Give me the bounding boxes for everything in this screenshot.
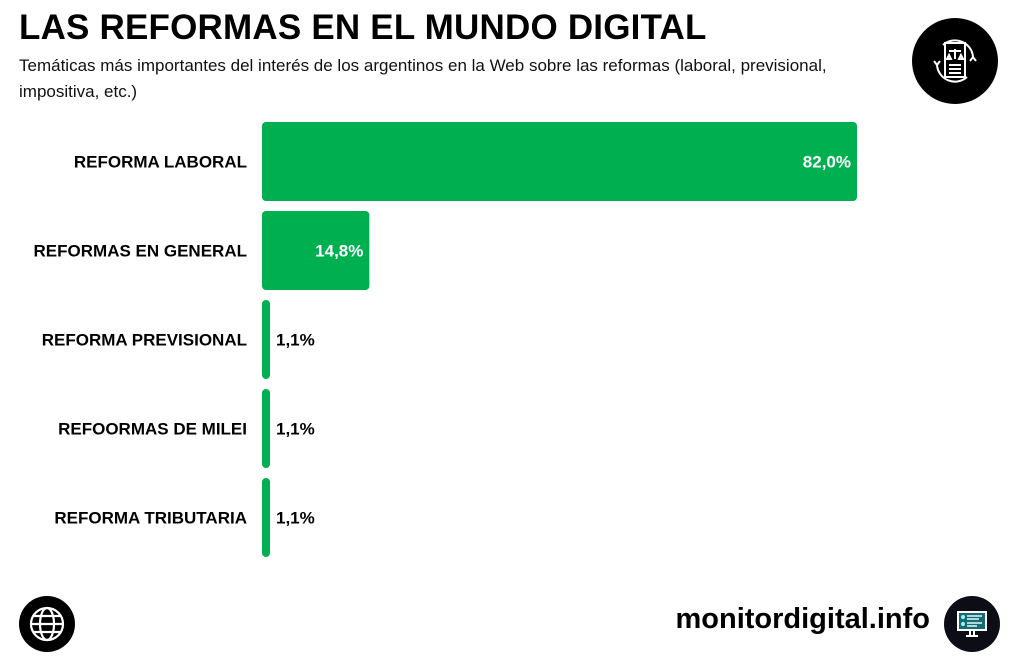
legal-document-cycle-icon — [912, 18, 998, 104]
monitor-dashboard-icon — [944, 596, 1000, 652]
category-label: REFORMA TRIBUTARIA — [54, 509, 247, 528]
bar — [262, 478, 270, 557]
data-label: 1,1% — [276, 420, 315, 439]
bar — [262, 389, 270, 468]
bar — [262, 122, 857, 201]
brand-name: monitordigital.info — [675, 603, 930, 635]
data-label: 1,1% — [276, 331, 315, 350]
page-subtitle: Temáticas más importantes del interés de… — [19, 56, 827, 101]
category-label: REFOORMAS DE MILEI — [58, 420, 247, 439]
data-label: 82,0% — [803, 153, 851, 172]
page-title: LAS REFORMAS EN EL MUNDO DIGITAL — [19, 8, 707, 47]
bar — [262, 211, 370, 290]
category-label: REFORMAS EN GENERAL — [34, 242, 247, 261]
category-label: REFORMA PREVISIONAL — [42, 331, 247, 350]
data-label: 14,8% — [315, 242, 363, 261]
globe-icon — [19, 596, 75, 652]
data-label: 1,1% — [276, 509, 315, 528]
bar — [262, 300, 270, 379]
category-label: REFORMA LABORAL — [74, 153, 247, 172]
